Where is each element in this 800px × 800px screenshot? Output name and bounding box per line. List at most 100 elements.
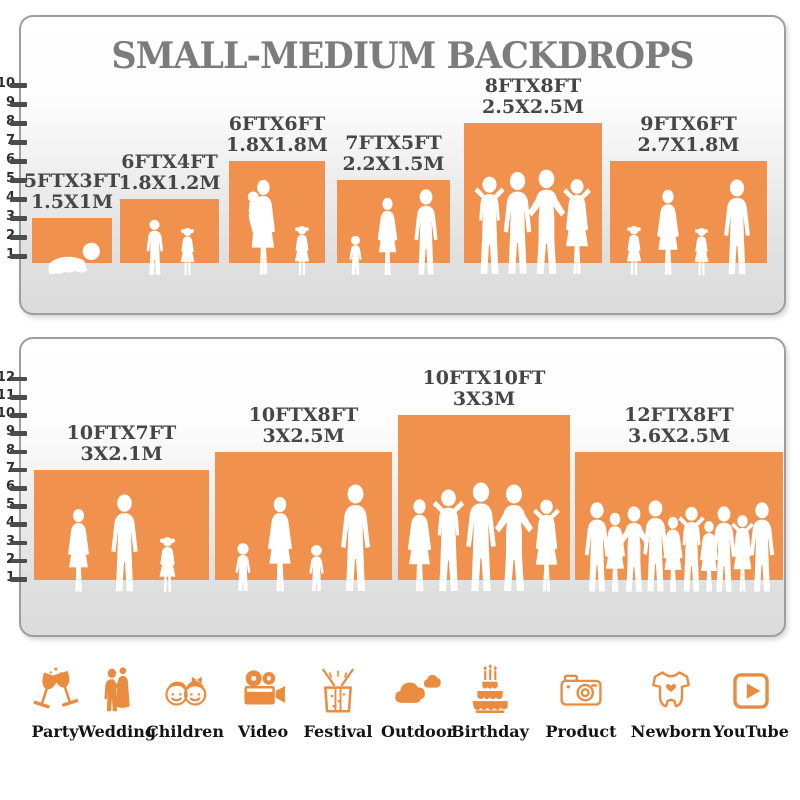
bar-size-label: 10FTX7FT 3X2.1M	[66, 421, 177, 465]
size-ft-label: 10FTX8FT	[248, 403, 359, 426]
ruler-tick	[10, 140, 27, 145]
toddler-silhouette	[229, 542, 257, 594]
size-m-label: 2.5X2.5M	[482, 96, 584, 118]
bar-size-label: 10FTX10FT 3X3M	[423, 368, 546, 410]
category-label: Product	[545, 722, 617, 741]
category-outdoor: Outdoor	[358, 664, 478, 741]
category-children: Children	[125, 664, 245, 741]
people-silhouettes	[120, 219, 219, 277]
man-silhouette	[743, 502, 781, 594]
category-label: Party	[31, 722, 79, 741]
size-ft-label: 7FTX5FT	[345, 132, 442, 154]
size-m-label: 1.8X1.2M	[118, 172, 221, 194]
bar-size-label: 7FTX5FT 2.2X1.5M	[343, 133, 445, 175]
size-ft-label: 10FTX7FT	[66, 421, 177, 444]
bar-size-label: 8FTX8FT 2.5X2.5M	[482, 76, 584, 118]
category-label: Birthday	[451, 722, 529, 741]
ruler-tick	[10, 577, 27, 582]
category-product: Product	[521, 664, 641, 741]
ruler-tick	[10, 504, 27, 509]
bar-size-label: 12FTX8FT 3.6X2.5M	[624, 403, 734, 447]
bar-size-label: 6FTX6FT 1.8X1.8M	[226, 114, 328, 156]
size-ft-label: 12FTX8FT	[624, 403, 734, 426]
size-m-label: 1.5X1M	[30, 191, 114, 213]
girl-silhouette	[689, 227, 714, 277]
panel-medium-large: 123456789101112 10FTX7FT3X2.1M10FTX8FT3X…	[0, 337, 786, 637]
baby-silhouette	[42, 241, 103, 277]
backdrop-bar	[229, 161, 325, 263]
bar-size-label: 5FTX3FT 1.5X1M	[24, 171, 120, 213]
ruler-tick	[10, 102, 27, 107]
size-m-label: 3.6X2.5M	[628, 424, 730, 447]
ruler-tick	[10, 83, 27, 88]
size-m-label: 3X3M	[452, 388, 516, 411]
category-wedding: Wedding	[57, 664, 177, 741]
category-label: YouTube	[713, 722, 789, 741]
backdrop-bar	[32, 218, 112, 263]
size-ft-label: 9FTX6FT	[640, 113, 737, 135]
category-label: Video	[237, 722, 289, 741]
womanup-silhouette	[524, 496, 569, 594]
man-silhouette	[408, 189, 444, 277]
ruler-tick	[10, 540, 27, 546]
youtube-icon	[733, 673, 769, 709]
newborn-icon	[652, 671, 690, 708]
ruler-tick	[10, 178, 27, 183]
ruler-tick	[10, 449, 27, 455]
size-m-label: 2.7X1.8M	[637, 134, 740, 156]
category-party: Party	[0, 664, 115, 741]
toddler-silhouette	[303, 544, 330, 594]
people-silhouettes	[398, 482, 570, 594]
people-silhouettes	[32, 241, 112, 277]
size-ft-label: 10FTX10FT	[422, 367, 546, 390]
people-silhouettes	[215, 484, 392, 594]
people-silhouettes	[610, 179, 767, 277]
man-silhouette	[717, 179, 757, 277]
woman-silhouette	[61, 508, 96, 594]
toddler-silhouette	[344, 235, 367, 277]
ruler-tick	[10, 235, 27, 240]
page-title: SMALL-MEDIUM BACKDROPS	[111, 35, 694, 77]
category-festival: Festival	[278, 664, 398, 741]
people-silhouettes	[229, 179, 325, 277]
ruler-tick	[10, 395, 27, 400]
size-m-label: 3X2.1M	[80, 442, 163, 465]
woman-silhouette	[260, 496, 300, 594]
category-label: Festival	[303, 722, 373, 741]
woman-silhouette	[371, 197, 404, 277]
ruler-tick	[10, 431, 27, 436]
size-ft-label: 5FTX3FT	[23, 170, 121, 192]
product-icon	[560, 674, 602, 706]
category-label: Newborn	[630, 722, 712, 741]
girl-silhouette	[289, 225, 315, 277]
bar-size-label: 9FTX6FT 2.7X1.8M	[638, 114, 740, 156]
girl-silhouette	[175, 227, 200, 277]
panel-small-medium: SMALL-MEDIUM BACKDROPS 12345678910 5FTX3…	[0, 15, 786, 315]
womanup-silhouette	[554, 175, 600, 277]
people-silhouettes	[34, 494, 209, 594]
girl-silhouette	[153, 536, 182, 594]
bar-size-label: 6FTX4FT 1.8X1.2M	[119, 152, 221, 194]
category-youtube: YouTube	[691, 664, 800, 741]
ruler-tick	[10, 159, 27, 164]
children-icon	[165, 676, 207, 706]
ruler-tick	[10, 467, 27, 473]
size-m-label: 3X2.5M	[262, 424, 345, 447]
ruler-number: 12	[0, 369, 15, 385]
people-silhouettes	[337, 189, 450, 277]
category-label: Wedding	[77, 722, 157, 741]
girl-silhouette	[621, 225, 647, 277]
ruler-tick	[10, 121, 27, 126]
backdrop-bar	[120, 199, 219, 263]
category-label: Children	[146, 722, 224, 741]
ruler-tick	[10, 486, 27, 491]
outdoor-icon	[395, 674, 441, 703]
festival-icon	[321, 668, 355, 713]
people-silhouettes	[464, 169, 602, 277]
woman-silhouette	[650, 189, 686, 277]
size-ft-label: 8FTX8FT	[484, 75, 582, 97]
category-newborn: Newborn	[611, 664, 731, 741]
birthday-icon	[472, 664, 508, 713]
bar-size-label: 10FTX8FT 3X2.5M	[248, 403, 359, 447]
man-silhouette	[104, 494, 145, 594]
